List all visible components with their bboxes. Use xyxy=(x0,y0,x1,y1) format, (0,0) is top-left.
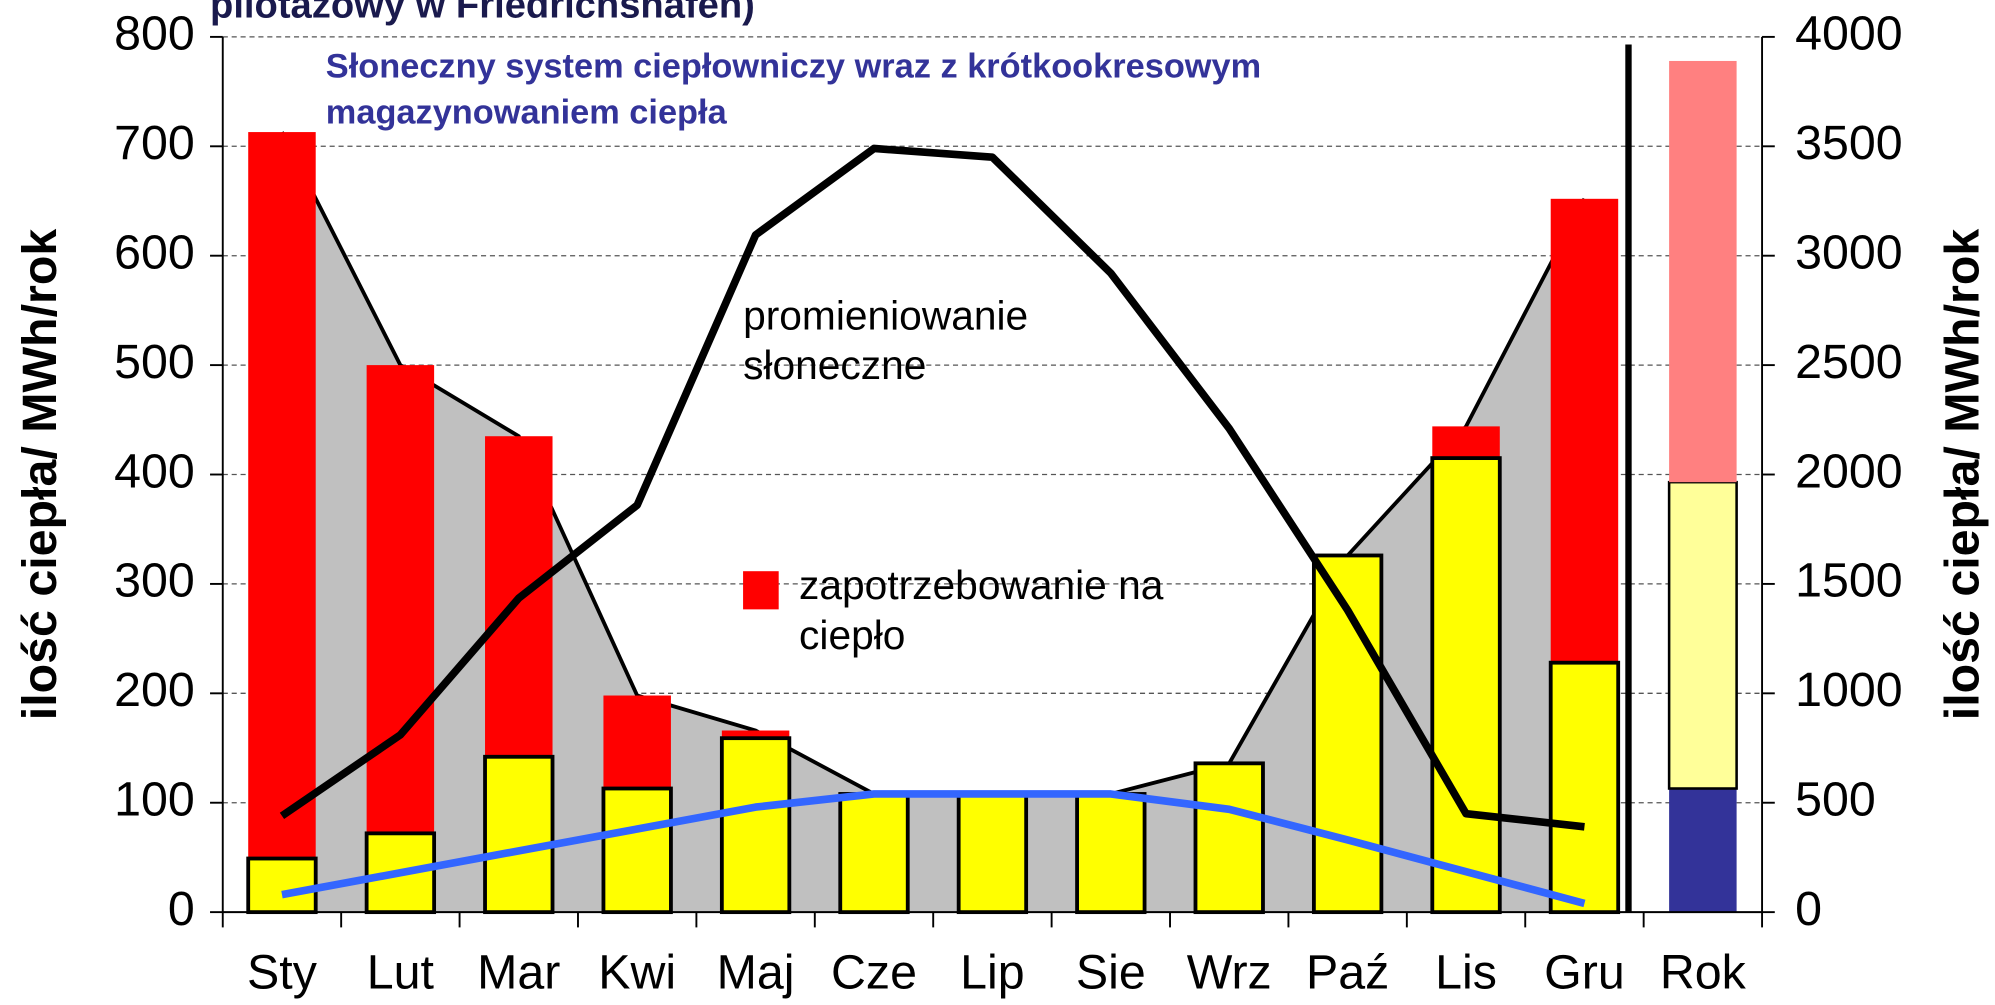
stacked-bar-segment xyxy=(1669,60,1737,483)
bar xyxy=(366,365,435,913)
y-tick-label: 600 xyxy=(114,225,195,279)
stacked-bar-segment xyxy=(1669,788,1737,913)
x-tick-label: Rok xyxy=(1660,946,1747,1000)
subtitle-box: Słoneczny system ciepłowniczy wraz z kró… xyxy=(325,47,1262,132)
line-annotation-box: promieniowanie słoneczne xyxy=(743,292,1029,389)
y2-tick-label: 4000 xyxy=(1795,7,1903,61)
y2-axis-title: ilość ciepła/ MWh/rok xyxy=(1935,229,1989,721)
x-tick-label: Mar xyxy=(477,946,560,1000)
y-tick-label: 200 xyxy=(114,663,195,717)
y2-tick-label: 0 xyxy=(1795,882,1822,936)
line-series xyxy=(281,790,1586,908)
legend-label: zapotrzebowanie na ciepło xyxy=(799,562,1164,658)
bar xyxy=(1075,792,1147,915)
bar xyxy=(601,786,673,915)
x-tick-label: Lut xyxy=(367,946,435,1000)
bar xyxy=(1548,660,1621,915)
x-tick-label: Cze xyxy=(831,946,917,1000)
x-tick-label: Maj xyxy=(717,946,795,1000)
x-tick-label: Paź xyxy=(1306,946,1389,1000)
y2-tick-label: 1000 xyxy=(1795,663,1903,717)
legend-label-box: zapotrzebowanie na ciepło xyxy=(799,562,1164,658)
line-annotation: promieniowanie słoneczne xyxy=(743,292,1029,389)
legend-swatch xyxy=(743,571,779,610)
x-tick-label: Sty xyxy=(247,946,318,1000)
x-tick-label: Gru xyxy=(1544,946,1625,1000)
chart-title: pilotażowy w Friedrichshafen) xyxy=(210,0,755,27)
y-tick-label: 100 xyxy=(114,772,195,826)
x-tick-label: Wrz xyxy=(1187,946,1272,1000)
bar xyxy=(1430,456,1502,915)
bar xyxy=(483,754,555,915)
y-tick-label: 800 xyxy=(114,7,195,61)
x-tick-label: Lis xyxy=(1435,946,1497,1000)
y2-tick-label: 3000 xyxy=(1795,225,1903,279)
y-tick-label: 300 xyxy=(114,554,195,608)
x-tick-label: Lip xyxy=(960,946,1025,1000)
y-tick-label: 500 xyxy=(114,335,195,389)
y2-tick-label: 2500 xyxy=(1795,335,1903,389)
y2-tick-label: 3500 xyxy=(1795,116,1903,170)
y-tick-label: 0 xyxy=(168,882,195,936)
line-series xyxy=(279,144,1585,831)
bar xyxy=(956,792,1029,915)
y2-tick-label: 500 xyxy=(1795,772,1876,826)
y-axis-title: ilość ciepła/ MWh/rok xyxy=(13,229,67,721)
bar xyxy=(719,736,792,915)
bar xyxy=(838,792,910,915)
bar xyxy=(1193,761,1265,915)
chart-subtitle: Słoneczny system ciepłowniczy wraz z kró… xyxy=(325,47,1262,132)
stacked-bar-segment xyxy=(1667,480,1738,790)
bar xyxy=(248,132,316,913)
y2-tick-label: 2000 xyxy=(1795,444,1903,498)
bar xyxy=(246,856,318,915)
y2-tick-label: 1500 xyxy=(1795,554,1903,608)
y-tick-label: 700 xyxy=(114,116,195,170)
x-tick-label: Kwi xyxy=(598,946,676,1000)
y-tick-label: 400 xyxy=(114,444,195,498)
x-tick-label: Sie xyxy=(1076,946,1146,1000)
